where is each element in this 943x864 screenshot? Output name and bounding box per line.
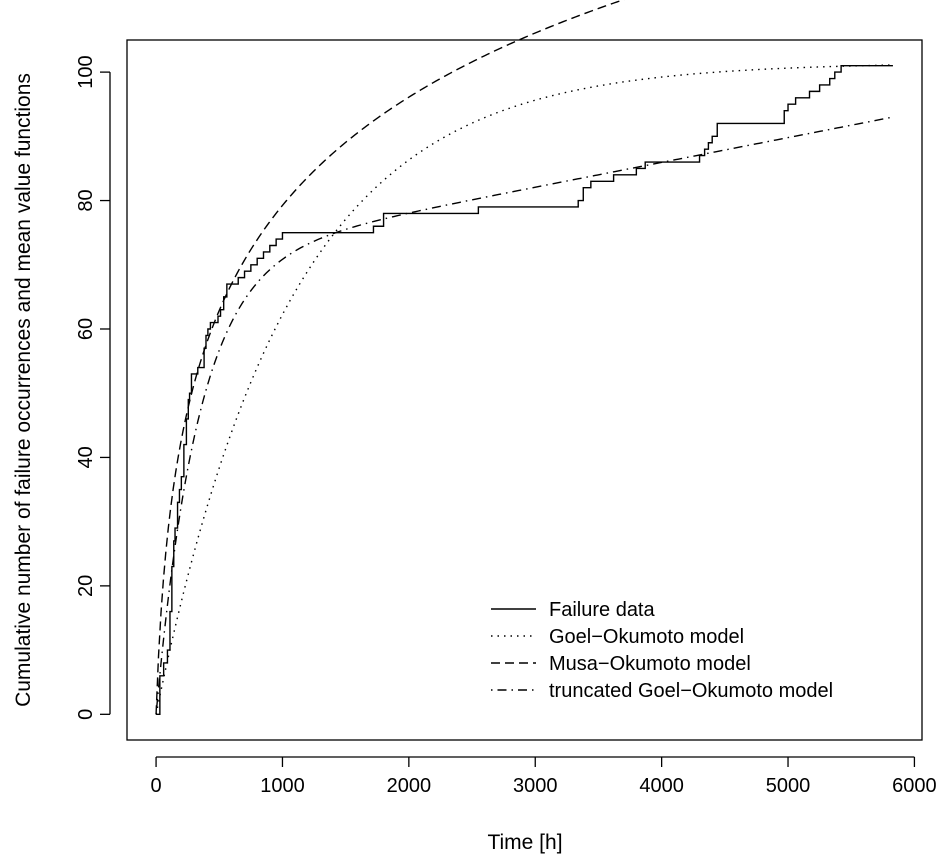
legend-label-3: truncated Goel−Okumoto model: [549, 680, 833, 702]
x-tick-label-5: 5000: [766, 775, 811, 797]
y-tick-label-1: 20: [75, 575, 97, 597]
y-tick-label-2: 40: [75, 446, 97, 468]
x-tick-label-4: 4000: [639, 775, 684, 797]
y-axis: 0 20 40 60 80 100: [75, 55, 111, 720]
series-layer: [155, 0, 893, 716]
x-tick-label-3: 3000: [513, 775, 558, 797]
y-axis-title: Cumulative number of failure occurrences…: [12, 73, 35, 707]
x-axis-title: Time [h]: [487, 831, 562, 854]
series-line-2: [155, 0, 625, 715]
x-tick-label-0: 0: [151, 775, 162, 797]
y-tick-label-4: 80: [75, 189, 97, 211]
plot-frame: [126, 39, 923, 741]
x-tick-label-6: 6000: [892, 775, 937, 797]
x-tick-label-1: 1000: [260, 775, 305, 797]
x-tick-label-2: 2000: [387, 775, 432, 797]
series-line-3: [155, 116, 892, 715]
y-tick-label-5: 100: [75, 55, 97, 88]
x-axis: 0 1000 2000 3000 4000 5000 6000: [151, 756, 937, 797]
series-line-1: [155, 64, 892, 715]
legend-label-1: Goel−Okumoto model: [549, 626, 744, 648]
series-line-0: [156, 64, 893, 716]
legend-label-2: Musa−Okumoto model: [549, 653, 751, 675]
legend-label-0: Failure data: [549, 599, 655, 621]
legend: Failure data Goel−Okumoto model Musa−Okumo…: [491, 599, 833, 702]
y-tick-label-3: 60: [75, 318, 97, 340]
y-tick-label-0: 0: [75, 709, 97, 720]
